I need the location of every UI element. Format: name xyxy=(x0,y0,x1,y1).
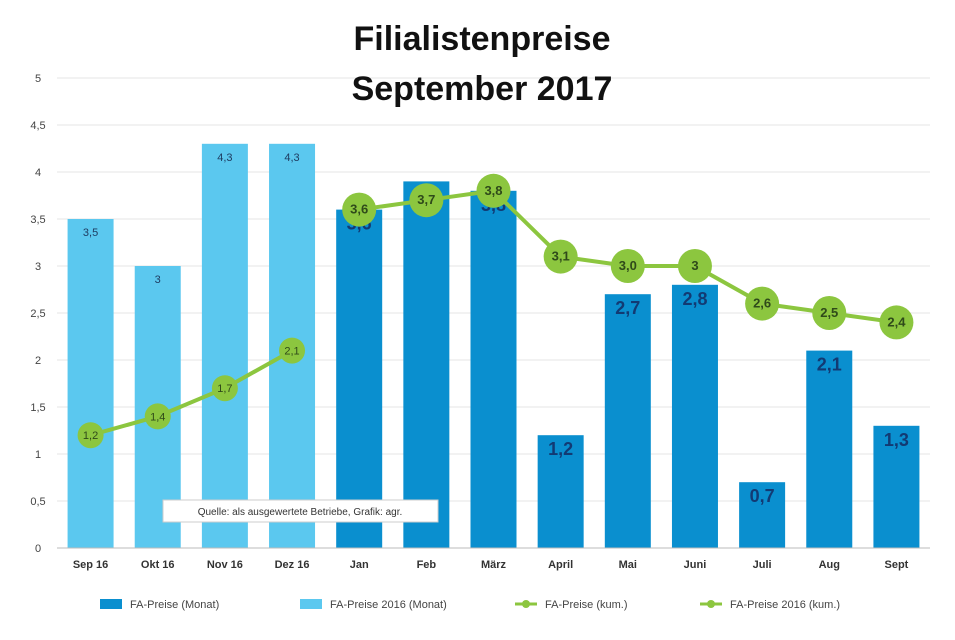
bar-value-label: 3,5 xyxy=(83,227,98,239)
bar-value-label: 4,3 xyxy=(284,152,299,164)
bar xyxy=(604,294,651,548)
point-value-label: 3,0 xyxy=(619,258,637,273)
bar-series xyxy=(67,143,920,549)
bar xyxy=(67,219,114,548)
bar-value-label: 1,3 xyxy=(884,430,909,450)
bar-value-label: 1,2 xyxy=(548,439,573,459)
legend-marker xyxy=(522,600,530,608)
legend-label: FA-Preise (Monat) xyxy=(130,599,219,611)
bar-value-label: 0,7 xyxy=(750,486,775,506)
point-value-label: 1,2 xyxy=(83,430,98,442)
y-axis: 0 0,5 1 1,5 2 2,5 3 3,5 4 4,5 5 xyxy=(30,73,45,555)
x-tick-label: April xyxy=(548,559,573,571)
y-tick-label: 4 xyxy=(35,167,41,179)
point-value-label: 2,6 xyxy=(753,296,771,311)
bar-value-label: 2,1 xyxy=(817,355,842,375)
series-point xyxy=(812,296,847,330)
bar-value-label: 4,3 xyxy=(217,152,232,164)
legend: FA-Preise (Monat) FA-Preise 2016 (Monat) F… xyxy=(100,599,840,611)
x-tick-label: Juni xyxy=(684,559,707,571)
series-point xyxy=(77,422,104,449)
bar xyxy=(201,143,248,549)
x-tick-label: Nov 16 xyxy=(207,559,243,571)
point-value-label: 2,5 xyxy=(820,305,838,320)
legend-label: FA-Preise (kum.) xyxy=(545,599,628,611)
point-value-label: 2,4 xyxy=(887,314,906,329)
point-value-label: 3,8 xyxy=(484,183,502,198)
series-point xyxy=(879,305,914,340)
source-note: Quelle: als ausgewertete Betriebe, Grafi… xyxy=(162,499,439,523)
bar-value-label: 3 xyxy=(155,274,161,286)
y-tick-label: 5 xyxy=(35,73,41,85)
bar xyxy=(739,482,786,548)
y-tick-label: 2,5 xyxy=(30,308,45,320)
point-value-label: 1,7 xyxy=(217,383,232,395)
y-tick-label: 4,5 xyxy=(30,120,45,132)
bar-value-label: 2,8 xyxy=(682,289,707,309)
point-value-label: 2,1 xyxy=(284,346,299,358)
bar xyxy=(470,190,517,549)
bar xyxy=(336,209,383,548)
series-point xyxy=(144,403,171,430)
y-tick-label: 0,5 xyxy=(30,496,45,508)
x-tick-label: Juli xyxy=(753,559,772,571)
x-tick-label: Sept xyxy=(885,559,909,571)
x-tick-label: Feb xyxy=(417,559,437,571)
series-point xyxy=(279,337,306,364)
bar xyxy=(537,435,584,548)
chart-title-line1: Filialistenpreise xyxy=(354,20,611,58)
legend-label: FA-Preise 2016 (kum.) xyxy=(730,599,840,611)
x-tick-label: Dez 16 xyxy=(275,559,310,571)
x-tick-label: Okt 16 xyxy=(141,559,175,571)
legend-label: FA-Preise 2016 (Monat) xyxy=(330,599,447,611)
point-value-label: 3,7 xyxy=(417,192,435,207)
series-line xyxy=(90,348,294,438)
x-axis: Sep 16 Okt 16 Nov 16 Dez 16 Jan Feb März April M… xyxy=(57,547,930,571)
x-tick-label: Aug xyxy=(819,559,840,571)
legend-swatch xyxy=(300,599,322,609)
y-tick-label: 3,5 xyxy=(30,214,45,226)
point-value-label: 3,1 xyxy=(552,249,570,264)
x-tick-label: Mai xyxy=(619,559,637,571)
bar xyxy=(806,350,853,548)
y-tick-label: 1 xyxy=(35,449,41,461)
point-value-label: 3,6 xyxy=(350,202,368,217)
source-note-text: Quelle: als ausgewertete Betriebe, Grafi… xyxy=(198,507,403,518)
y-tick-label: 3 xyxy=(35,261,41,273)
bar xyxy=(403,181,450,548)
series-point xyxy=(543,239,578,274)
y-tick-label: 2 xyxy=(35,355,41,367)
x-tick-label: Jan xyxy=(350,559,369,571)
line-series: 3,6 3,7 3,8 3,1 3,0 3 2,6 2,5 2,4 1,2 1,4 1,7 2,1 xyxy=(77,173,914,449)
y-tick-label: 0 xyxy=(35,543,41,555)
series-point xyxy=(342,192,377,227)
y-tick-label: 1,5 xyxy=(30,402,45,414)
x-tick-label: März xyxy=(481,559,507,571)
series-point xyxy=(211,375,238,402)
point-value-label: 3 xyxy=(691,258,698,273)
series-point xyxy=(745,286,780,321)
point-value-label: 1,4 xyxy=(150,411,165,423)
series-point xyxy=(677,249,712,283)
bar xyxy=(671,284,718,548)
bar xyxy=(873,425,920,548)
legend-marker xyxy=(707,600,715,608)
series-point xyxy=(610,249,645,283)
chart-title-line2: September 2017 xyxy=(352,70,613,108)
series-point xyxy=(409,183,444,218)
series-point xyxy=(476,173,511,208)
bar-value-label: 2,7 xyxy=(615,298,640,318)
legend-swatch xyxy=(100,599,122,609)
x-tick-label: Sep 16 xyxy=(73,559,108,571)
